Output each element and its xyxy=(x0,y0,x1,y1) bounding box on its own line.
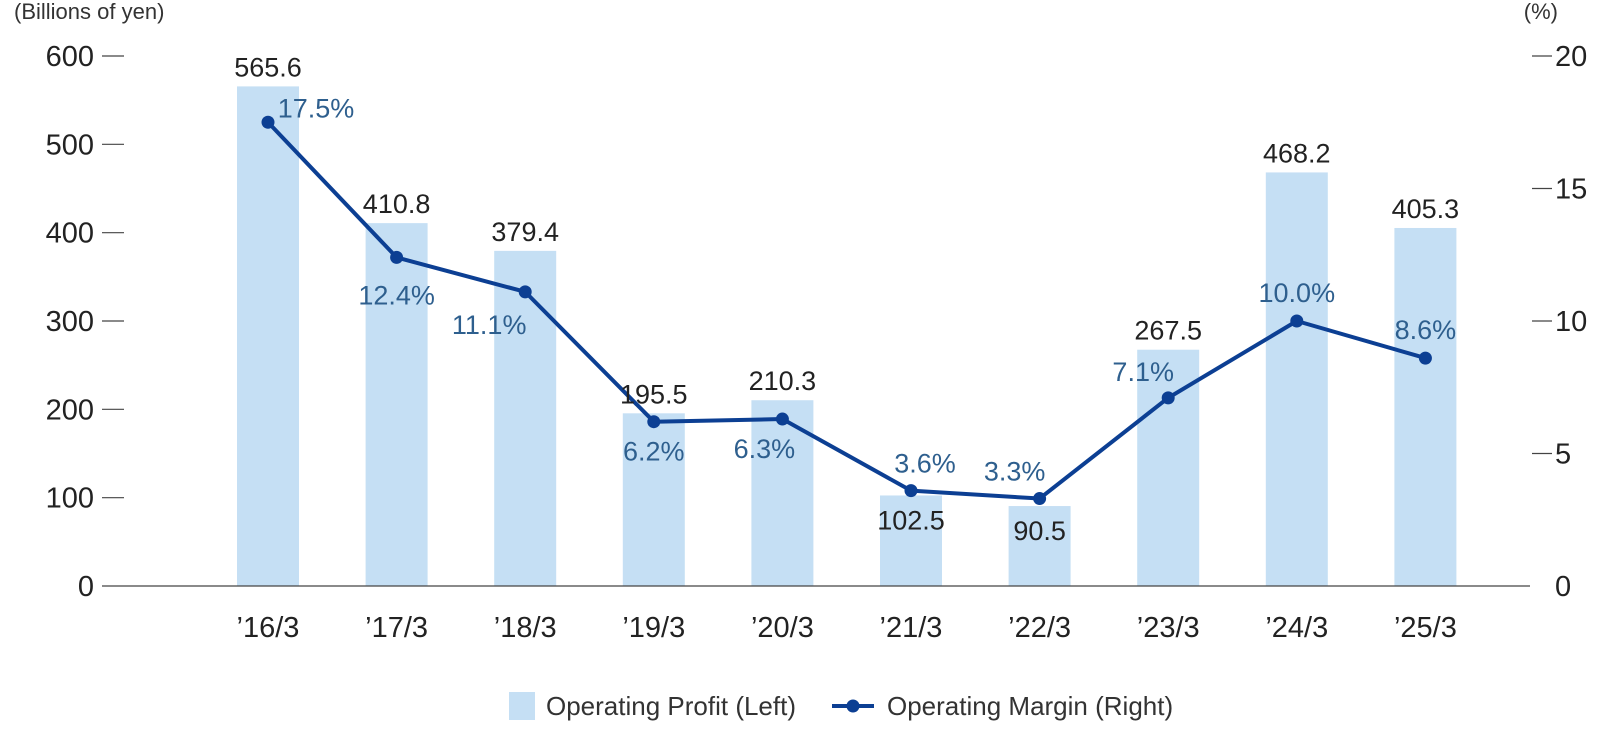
bar-4 xyxy=(622,413,685,586)
x-axis-category-label: ’19/3 xyxy=(622,612,685,644)
bar-value-label: 102.5 xyxy=(877,505,945,535)
legend-swatch-operating-profit xyxy=(509,692,535,720)
x-axis-category-label: ’24/3 xyxy=(1265,612,1328,644)
line-point-3 xyxy=(518,285,532,299)
line-value-label: 11.1% xyxy=(452,310,527,340)
left-axis-unit-label: (Billions of yen) xyxy=(14,0,164,24)
right-axis-unit-label: (%) xyxy=(1524,0,1558,24)
right-axis-tick-label: 0 xyxy=(1555,571,1571,603)
left-axis-tick-label: 200 xyxy=(46,394,94,426)
line-point-9 xyxy=(1290,314,1304,328)
operating-margin-line xyxy=(266,120,1426,501)
line-value-label: 7.1% xyxy=(1112,357,1174,387)
line-point-10 xyxy=(1418,351,1432,365)
bar-value-label: 379.4 xyxy=(491,217,559,247)
bar-value-label: 405.3 xyxy=(1392,194,1460,224)
bar-value-label: 90.5 xyxy=(1013,516,1066,546)
legend-label-operating-margin: Operating Margin (Right) xyxy=(887,691,1173,721)
left-axis-tick-label: 400 xyxy=(46,218,94,250)
line-point-2 xyxy=(390,250,404,264)
legend-marker-operating-margin xyxy=(846,699,860,713)
right-axis-tick-label: 10 xyxy=(1555,306,1587,338)
line-value-label: 3.6% xyxy=(894,449,956,479)
bar-value-label: 565.6 xyxy=(234,52,302,82)
x-axis-category-label: ’25/3 xyxy=(1394,612,1457,644)
legend-label-operating-profit: Operating Profit (Left) xyxy=(546,691,796,721)
line-value-label: 10.0% xyxy=(1259,278,1336,308)
x-axis-category-label: ’16/3 xyxy=(237,612,300,644)
line-value-label: 6.3% xyxy=(734,434,796,464)
line-value-label: 3.3% xyxy=(984,457,1046,487)
bar-value-label: 267.5 xyxy=(1134,316,1202,346)
x-axis-category-label: ’18/3 xyxy=(494,612,557,644)
legend: Operating Profit (Left) Operating Margin… xyxy=(509,691,1173,721)
bar-5 xyxy=(751,400,814,586)
right-axis-tick-label: 5 xyxy=(1555,439,1571,471)
bar-6 xyxy=(880,495,942,586)
left-axis-tick-label: 100 xyxy=(46,483,94,515)
right-axis-tick-label: 15 xyxy=(1555,174,1587,206)
x-axis-category-label: ’20/3 xyxy=(751,612,814,644)
x-axis-category-label: ’17/3 xyxy=(365,612,428,644)
line-point-1 xyxy=(261,115,275,129)
bar-3 xyxy=(494,250,557,586)
line-series xyxy=(261,115,1432,506)
left-axis-tick-label: 300 xyxy=(46,306,94,338)
bar-value-label: 195.5 xyxy=(620,379,688,409)
x-axis-category-label: ’21/3 xyxy=(880,612,943,644)
bar-value-label: 468.2 xyxy=(1263,138,1331,168)
x-axis-category-label: ’22/3 xyxy=(1008,612,1071,644)
bar-series xyxy=(237,86,1457,587)
line-point-7 xyxy=(1033,492,1047,506)
line-point-5 xyxy=(775,412,789,426)
left-axis-tick-label: 0 xyxy=(78,571,94,603)
line-value-label: 12.4% xyxy=(358,280,435,310)
bar-9 xyxy=(1265,172,1328,586)
line-point-8 xyxy=(1161,391,1175,405)
line-value-label: 8.6% xyxy=(1395,315,1457,345)
line-value-label: 17.5% xyxy=(278,93,355,123)
line-point-6 xyxy=(904,484,918,498)
x-axis-category-label: ’23/3 xyxy=(1137,612,1200,644)
line-value-label: 6.2% xyxy=(623,437,685,467)
bar-2 xyxy=(365,223,428,587)
bar-8 xyxy=(1137,349,1200,586)
bar-value-label: 210.3 xyxy=(749,366,817,396)
bar-10 xyxy=(1394,227,1457,587)
line-point-4 xyxy=(647,415,661,429)
left-axis-tick-label: 600 xyxy=(46,41,94,73)
axes: 0 100 200 300 400 500 600 0 5 10 15 20 ’16/3 ’17/3 ’18… xyxy=(46,41,1588,644)
left-axis-tick-label: 500 xyxy=(46,129,94,161)
bar-value-label: 410.8 xyxy=(363,189,431,219)
bar-7 xyxy=(1008,506,1071,586)
right-axis-tick-label: 20 xyxy=(1555,41,1587,73)
data-labels: 565.6 410.8 379.4 195.5 210.3 102.5 90.5 267.5 4… xyxy=(234,52,1459,546)
bar-1 xyxy=(237,86,299,587)
